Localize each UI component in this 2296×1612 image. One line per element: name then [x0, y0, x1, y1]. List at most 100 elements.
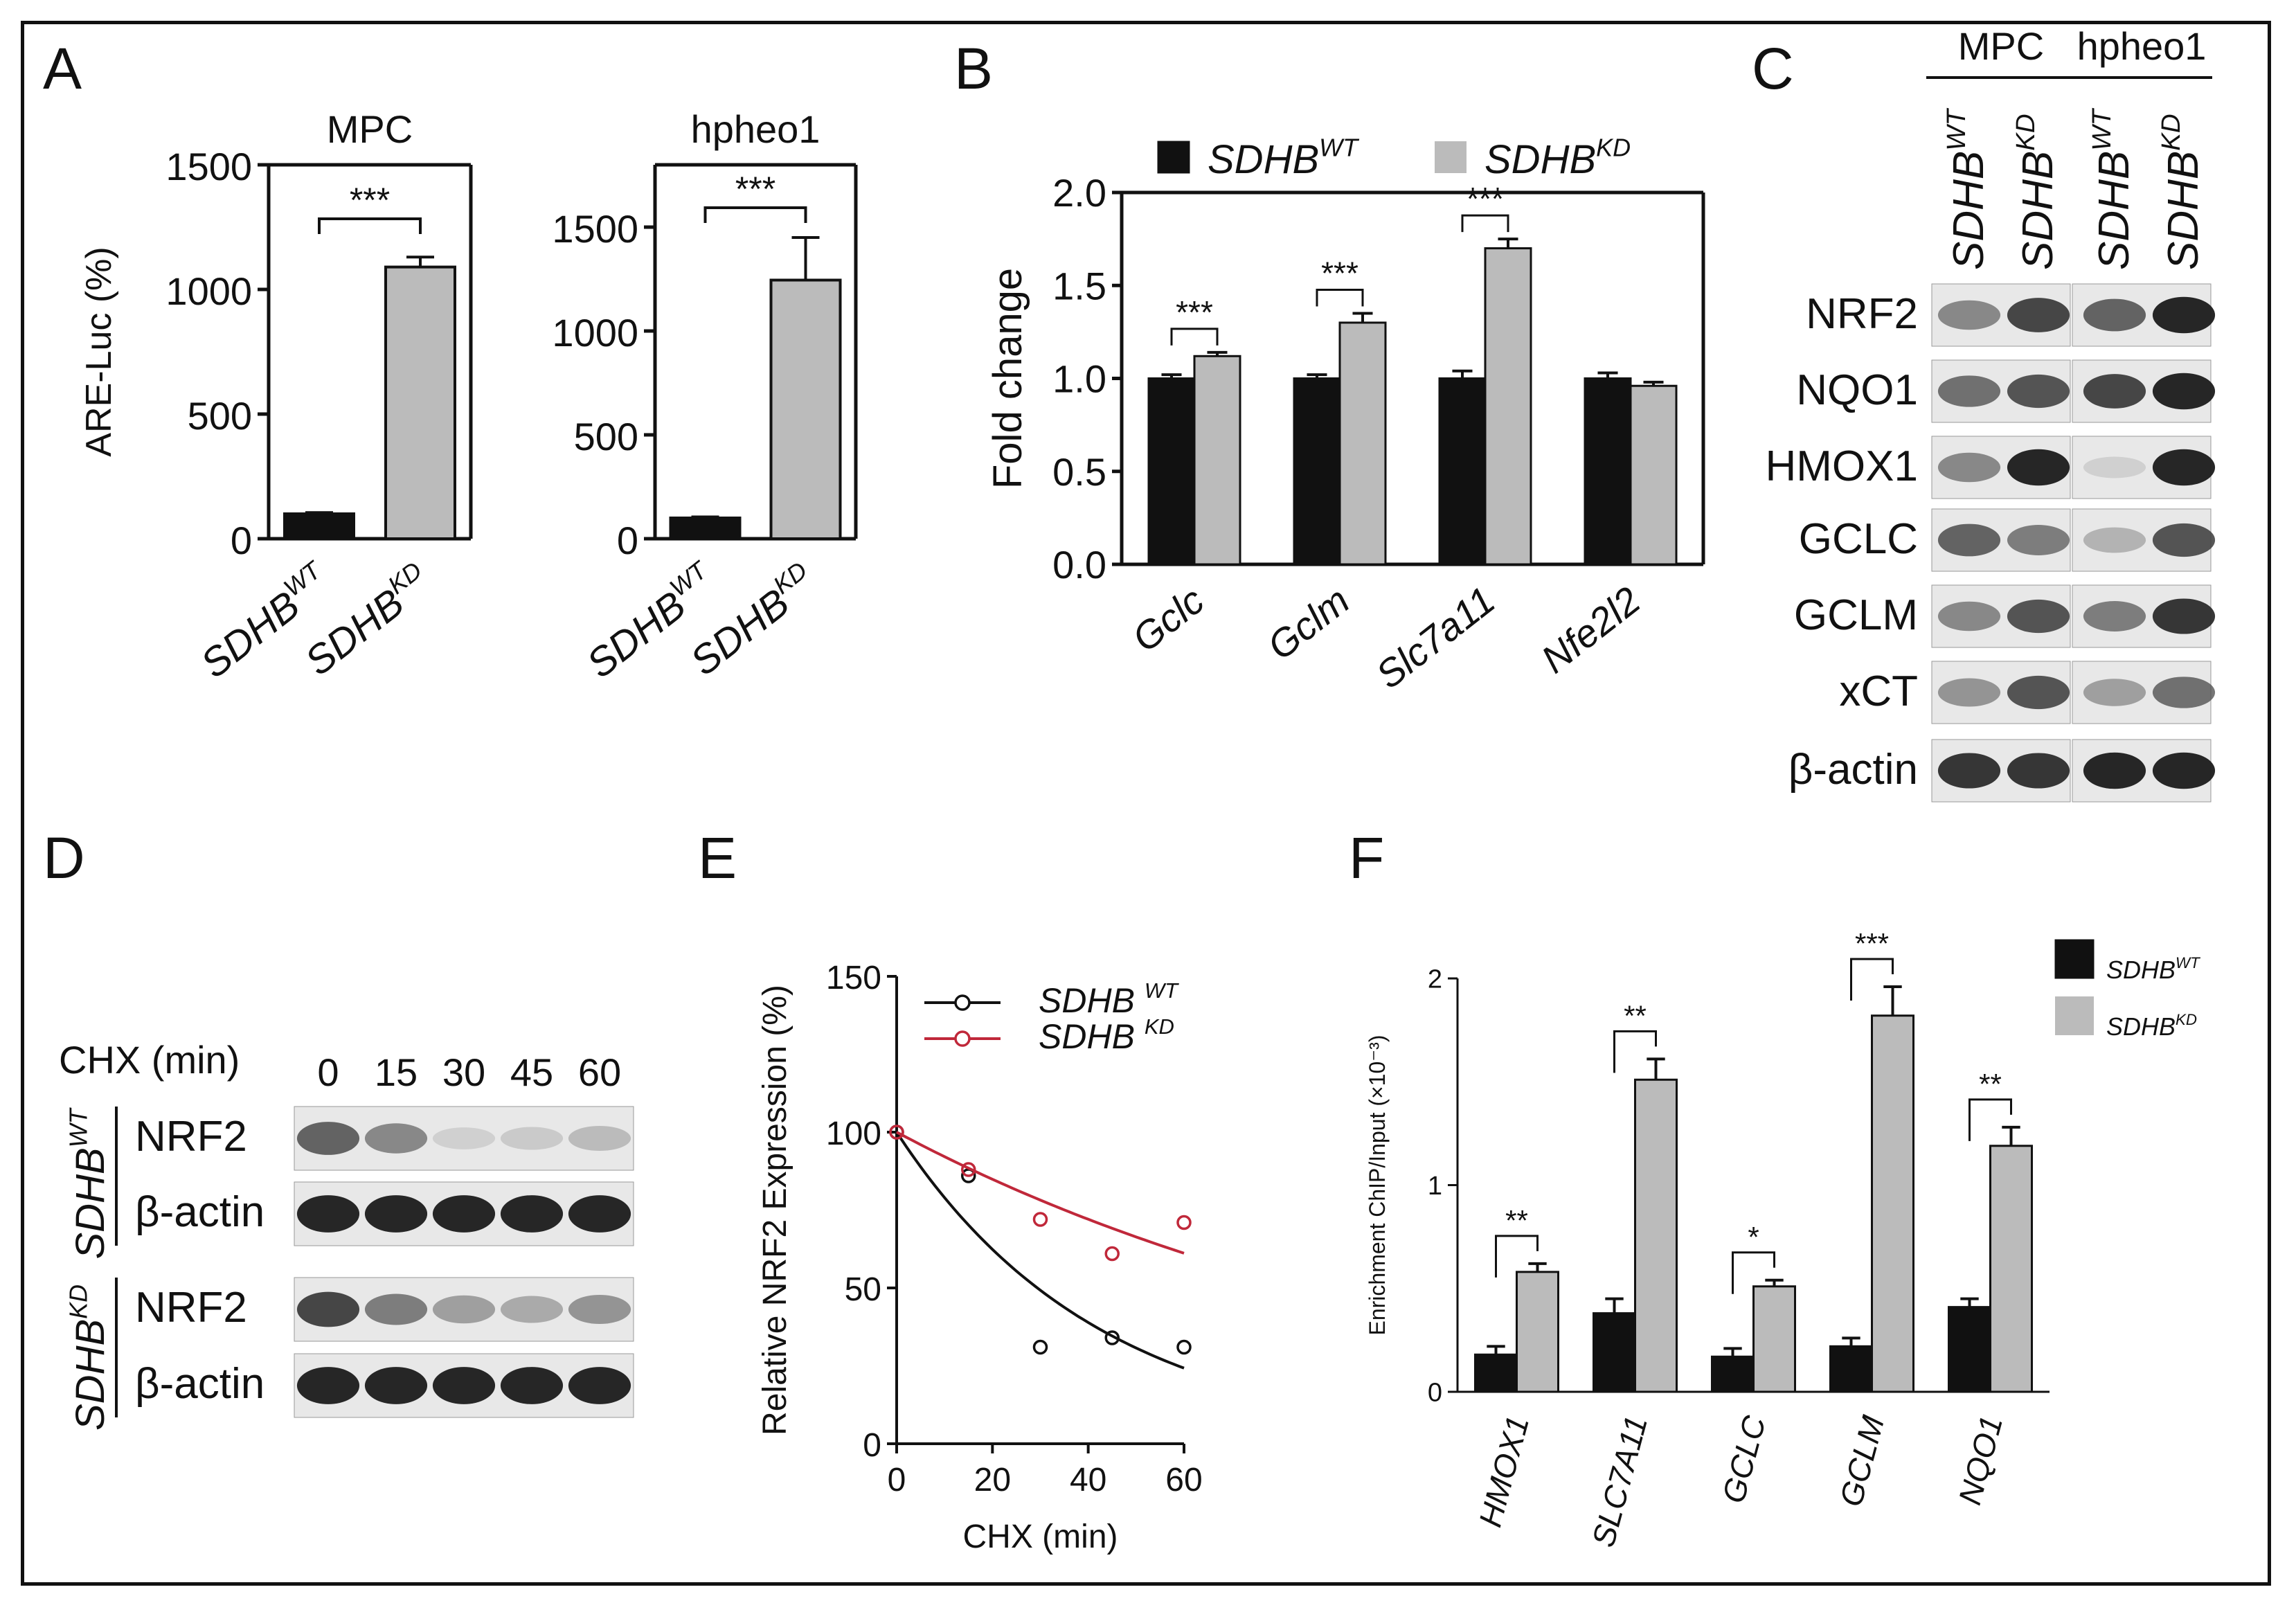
- band-hmox1-lane3: [2083, 456, 2146, 478]
- data-point: [1176, 1215, 1192, 1230]
- band-actin-t45: [500, 1367, 564, 1404]
- bar-slc7a11-sdhbkd: [1484, 247, 1532, 566]
- band-gclm-lane1: [1937, 601, 2001, 632]
- significance-bracket: [1732, 1251, 1775, 1294]
- y-tick-label: 0: [231, 519, 252, 562]
- band-nrf2-t15: [364, 1123, 428, 1154]
- lane-label-1: SDHBWT: [1941, 107, 1993, 270]
- blot-group-mpc: MPC: [1958, 24, 2044, 68]
- significance-label: **: [1624, 999, 1647, 1032]
- panel-label-F: F: [1349, 825, 1384, 890]
- band-actin-t0: [296, 1367, 360, 1404]
- band-gclm-lane3: [2083, 601, 2146, 632]
- band-actin-t60: [568, 1195, 631, 1233]
- bar-nfe2l2-sdhbkd: [1629, 384, 1678, 566]
- legend-label-sdhb-wt: SDHB WT: [1039, 978, 1179, 1020]
- bar-2: [769, 278, 842, 540]
- x-tick-label: 60: [1165, 1462, 1202, 1498]
- y-tick-label: 0.0: [1052, 543, 1106, 586]
- time-label-0: 0: [317, 1050, 339, 1094]
- legend-swatch-sdhbkd: [2055, 996, 2094, 1035]
- band-actin-t15: [364, 1195, 428, 1233]
- band-nrf2-t0: [296, 1291, 360, 1327]
- y-tick-label: 0: [863, 1427, 881, 1464]
- data-point: [1104, 1246, 1120, 1262]
- legend-label-sdhbkd: SDHBKD: [1485, 134, 1631, 182]
- band-nrf2-t60: [568, 1295, 631, 1324]
- band-actin-lane3: [2083, 752, 2146, 789]
- legend-swatch-sdhbwt: [2054, 939, 2095, 979]
- row-label-nrf2: NRF2: [135, 1284, 247, 1332]
- band-nrf2-t60: [568, 1125, 631, 1152]
- significance-bracket: [703, 206, 807, 223]
- panel-C-western-blot: MPC hpheo1 SDHBWT SDHBKD SDHBWT SDHBKD NRF2 NQO…: [1766, 24, 2216, 803]
- band-nqo1-lane2: [2007, 374, 2070, 409]
- band-actin-lane4: [2152, 752, 2216, 789]
- significance-label: *: [1748, 1221, 1759, 1253]
- row-label-actin: β-actin: [135, 1360, 264, 1408]
- bar-1: [669, 517, 742, 540]
- x-axis-label: CHX (min): [963, 1519, 1118, 1555]
- bar-nqo1-sdhbwt: [1948, 1306, 1991, 1393]
- band-xct-lane1: [1937, 678, 2001, 707]
- fit-curve-sdhb-kd: [896, 1131, 1185, 1255]
- significance-bracket: [1968, 1098, 2012, 1141]
- panel-label-C: C: [1752, 36, 1794, 101]
- band-actin-lane1: [1937, 753, 2001, 789]
- band-xct-lane2: [2007, 675, 2070, 710]
- x-tick-label: Slc7a11: [1367, 578, 1503, 697]
- band-actin-t30: [432, 1195, 496, 1233]
- legend-label-sdhb-kd: SDHB KD: [1039, 1014, 1174, 1056]
- band-nrf2-lane4: [2152, 296, 2216, 334]
- significance-label: ***: [350, 181, 390, 220]
- panel-label-A: A: [43, 36, 82, 101]
- band-actin-t60: [568, 1367, 631, 1404]
- blot-row-label-gclm: GCLM: [1794, 591, 1918, 639]
- data-point: [1104, 1330, 1120, 1345]
- y-tick-label: 0: [617, 519, 638, 562]
- y-tick-label: 50: [845, 1271, 881, 1308]
- cond-label: CHX (min): [59, 1038, 240, 1082]
- chart-title: hpheo1: [691, 107, 820, 151]
- x-tick-label: NQO1: [1951, 1412, 2009, 1508]
- significance-label: **: [1505, 1204, 1528, 1237]
- bar-hmox1-sdhbwt: [1474, 1353, 1518, 1393]
- blot-row-label-actin: β-actin: [1788, 746, 1918, 794]
- lane-label-4: SDHBKD: [2156, 114, 2207, 270]
- x-tick-label: SLC7A11: [1585, 1412, 1654, 1550]
- band-nrf2-t30: [432, 1127, 496, 1149]
- bar-gclc-sdhbwt: [1711, 1355, 1755, 1393]
- y-axis-label: Fold change: [985, 268, 1030, 489]
- group-label-sdhbkd: SDHBKD: [64, 1284, 113, 1431]
- significance-bracket: [1461, 214, 1509, 233]
- band-hmox1-lane1: [1937, 452, 2001, 483]
- significance-bracket: [1495, 1235, 1539, 1278]
- bar-gclc-sdhbkd: [1752, 1285, 1796, 1393]
- panel-label-B: B: [954, 36, 993, 101]
- y-tick-label: 500: [188, 394, 252, 438]
- band-nrf2-t15: [364, 1293, 428, 1325]
- bar-gclc-sdhbkd: [1193, 355, 1241, 566]
- lane-label-2: SDHBKD: [2011, 114, 2062, 270]
- x-tick-label: 40: [1070, 1462, 1106, 1498]
- panel-D-western-blot: CHX (min) 0 15 30 45 60 SDHBWT NRF2 β-actin SDHBK…: [59, 1038, 634, 1431]
- bar-gclm-sdhbkd: [1871, 1014, 1914, 1393]
- data-point: [961, 1162, 976, 1177]
- band-actin-t45: [500, 1195, 564, 1233]
- significance-label: ***: [1855, 927, 1889, 960]
- bar-1: [283, 512, 355, 540]
- significance-label: **: [1979, 1068, 2002, 1100]
- blot-row-label-nrf2: NRF2: [1806, 290, 1918, 338]
- band-actin-t30: [432, 1367, 496, 1404]
- bar-gclm-sdhbkd: [1338, 321, 1387, 566]
- band-nrf2-lane2: [2007, 298, 2070, 332]
- significance-label: ***: [1467, 181, 1504, 217]
- time-label-30: 30: [442, 1050, 485, 1094]
- panel-label-E: E: [698, 825, 737, 890]
- panel-F-chart: 0 1 2 Enrichment ChIP/Input (×10⁻³) HMOX1 ** S…: [1365, 927, 2200, 1551]
- y-tick-label: 1500: [552, 207, 638, 251]
- blot-group-hpheo1: hpheo1: [2077, 24, 2207, 68]
- legend-swatch-sdhbwt: [1157, 141, 1190, 174]
